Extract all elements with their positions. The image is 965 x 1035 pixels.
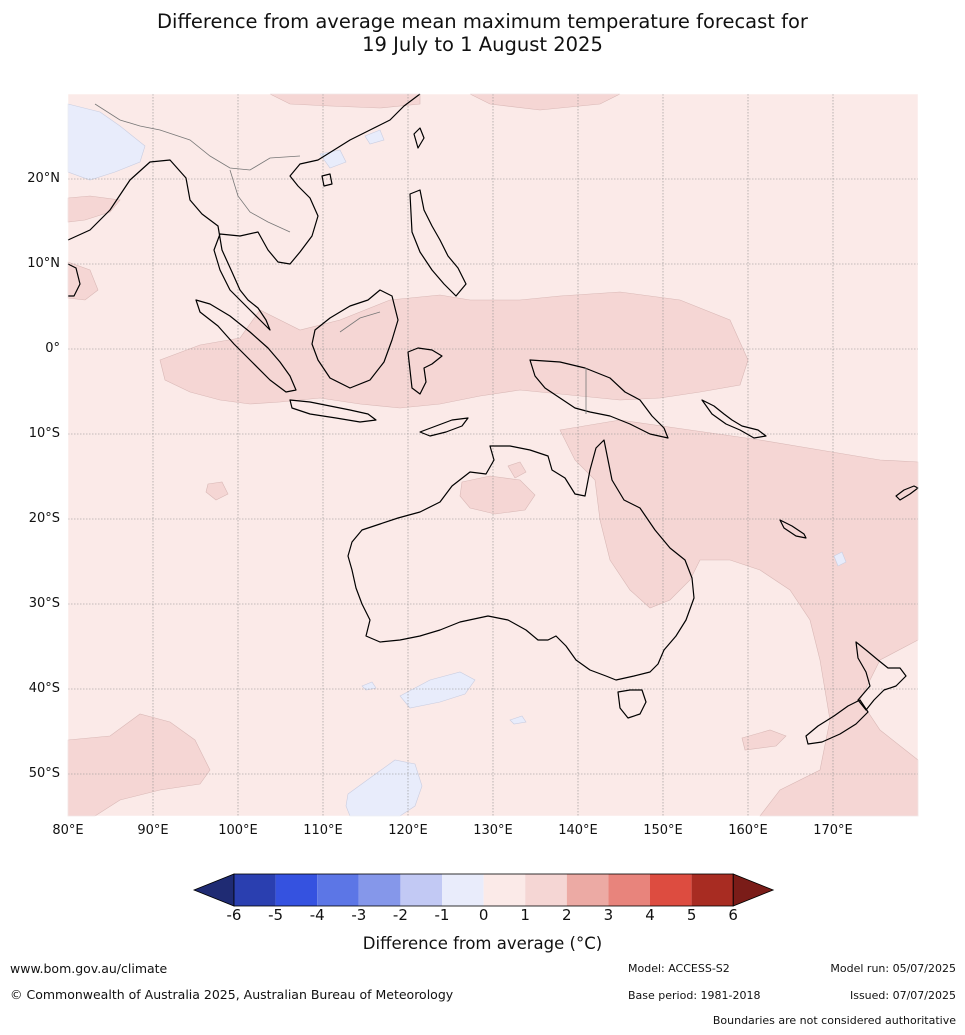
colorbar-extend-low <box>192 873 235 907</box>
borneo-coastline <box>311 289 399 389</box>
colorbar-tick: 6 <box>728 906 738 924</box>
sri-lanka-coastline <box>67 263 81 297</box>
colorbar-segment <box>483 874 526 906</box>
lat-label-30s: 30°S <box>28 596 60 611</box>
tasmania-coastline <box>617 689 647 719</box>
cool-region-south-ocean-1 <box>399 671 476 709</box>
lat-label-10n: 10°N <box>27 256 60 271</box>
cool-region-south-ocean-2 <box>361 681 377 691</box>
title-line-2: 19 July to 1 August 2025 <box>362 33 603 56</box>
lon-label-120e: 120°E <box>388 823 428 838</box>
taiwan-coastline <box>413 127 425 149</box>
colorbar-segment <box>317 874 359 906</box>
colorbar-tick: -3 <box>351 906 367 924</box>
new-caledonia <box>779 519 807 539</box>
colorbar-tick: 5 <box>686 906 697 924</box>
cool-region-south-ocean-4 <box>345 759 423 817</box>
colorbar-tick: -2 <box>392 906 408 924</box>
colorbar-tick: -1 <box>434 906 450 924</box>
lon-label-100e: 100°E <box>218 823 258 838</box>
lon-label-110e: 110°E <box>303 823 343 838</box>
boundaries-disclaimer: Boundaries are not considered authoritat… <box>712 1014 956 1027</box>
lon-label-150e: 150°E <box>643 823 683 838</box>
coastlines <box>67 93 919 745</box>
lat-label-20n: 20°N <box>27 171 60 186</box>
new-zealand-south <box>805 699 869 745</box>
colorbar-segment <box>691 874 734 906</box>
colorbar-extend-high <box>732 873 775 907</box>
colorbar-segment <box>234 874 276 906</box>
lat-label-20s: 20°S <box>28 511 60 526</box>
map-panel <box>67 93 919 817</box>
warm-region-south-2 <box>741 729 787 751</box>
colorbar-tick: 0 <box>478 906 489 924</box>
colorbar-tick: -5 <box>268 906 284 924</box>
java-coastline <box>289 399 377 423</box>
sulawesi-coastline <box>407 347 443 395</box>
warm-region-coral-sea <box>559 419 919 817</box>
cool-anomaly-regions <box>67 103 847 817</box>
lon-label-140e: 140°E <box>558 823 598 838</box>
new-guinea-coastline <box>529 359 669 439</box>
asia-mainland-coastline <box>67 93 421 331</box>
colorbar-segment <box>525 874 567 906</box>
warm-region-nw-australia <box>459 475 536 515</box>
model-name: Model: ACCESS-S2 <box>628 962 730 975</box>
philippines-coastline <box>409 189 467 297</box>
colorbar-segment <box>275 874 318 906</box>
cool-region-south-ocean-3 <box>509 715 527 725</box>
colorbar-segment <box>566 874 609 906</box>
lon-label-170e: 170°E <box>813 823 853 838</box>
colorbar <box>192 873 775 907</box>
colorbar-segment <box>442 874 484 906</box>
colorbar-tick: 4 <box>645 906 655 924</box>
cool-region-himalaya <box>67 103 146 181</box>
colorbar-tick: -6 <box>226 906 242 924</box>
colorbar-title: Difference from average (°C) <box>362 934 603 953</box>
colorbar-segment <box>358 874 401 906</box>
title-line-1: Difference from average mean maximum tem… <box>157 10 808 33</box>
map-title: Difference from average mean maximum tem… <box>0 10 965 56</box>
copyright-text: © Commonwealth of Australia 2025, Austra… <box>10 987 454 1002</box>
issued-date: Issued: 07/07/2025 <box>849 989 956 1002</box>
lat-label-50s: 50°S <box>28 766 60 781</box>
solomon-islands <box>701 399 767 439</box>
sumatra-coastline <box>195 299 297 393</box>
lat-label-0: 0° <box>45 341 60 356</box>
colorbar-tick: 2 <box>562 906 572 924</box>
graticule <box>68 94 918 816</box>
warm-anomaly-regions <box>67 93 919 817</box>
hainan-coastline <box>321 173 333 187</box>
model-run-date: Model run: 05/07/2025 <box>830 962 956 975</box>
colorbar-segment <box>400 874 442 906</box>
warm-region-small-1 <box>507 461 527 479</box>
australia-coastline <box>347 439 695 681</box>
colorbar-tick: -4 <box>309 906 325 924</box>
colorbar-frame <box>233 873 734 907</box>
base-period: Base period: 1981-2018 <box>628 989 761 1002</box>
cool-region-china-2 <box>364 129 385 145</box>
lon-label-80e: 80°E <box>52 823 84 838</box>
website-link[interactable]: www.bom.gov.au/climate <box>10 961 168 976</box>
map-frame <box>67 93 919 817</box>
colorbar-tick: 3 <box>603 906 614 924</box>
cool-region-tasman <box>833 551 847 567</box>
lon-label-130e: 130°E <box>473 823 513 838</box>
lat-label-10s: 10°S <box>28 426 60 441</box>
colorbar-segment <box>650 874 692 906</box>
lat-label-40s: 40°S <box>28 681 60 696</box>
country-borders <box>94 103 587 414</box>
colorbar-segment <box>608 874 650 906</box>
warm-region-small-2 <box>205 481 229 501</box>
lon-label-90e: 90°E <box>137 823 169 838</box>
colorbar-tick: 1 <box>520 906 530 924</box>
timor <box>419 417 469 437</box>
new-zealand-north <box>855 641 907 711</box>
lon-label-160e: 160°E <box>728 823 768 838</box>
